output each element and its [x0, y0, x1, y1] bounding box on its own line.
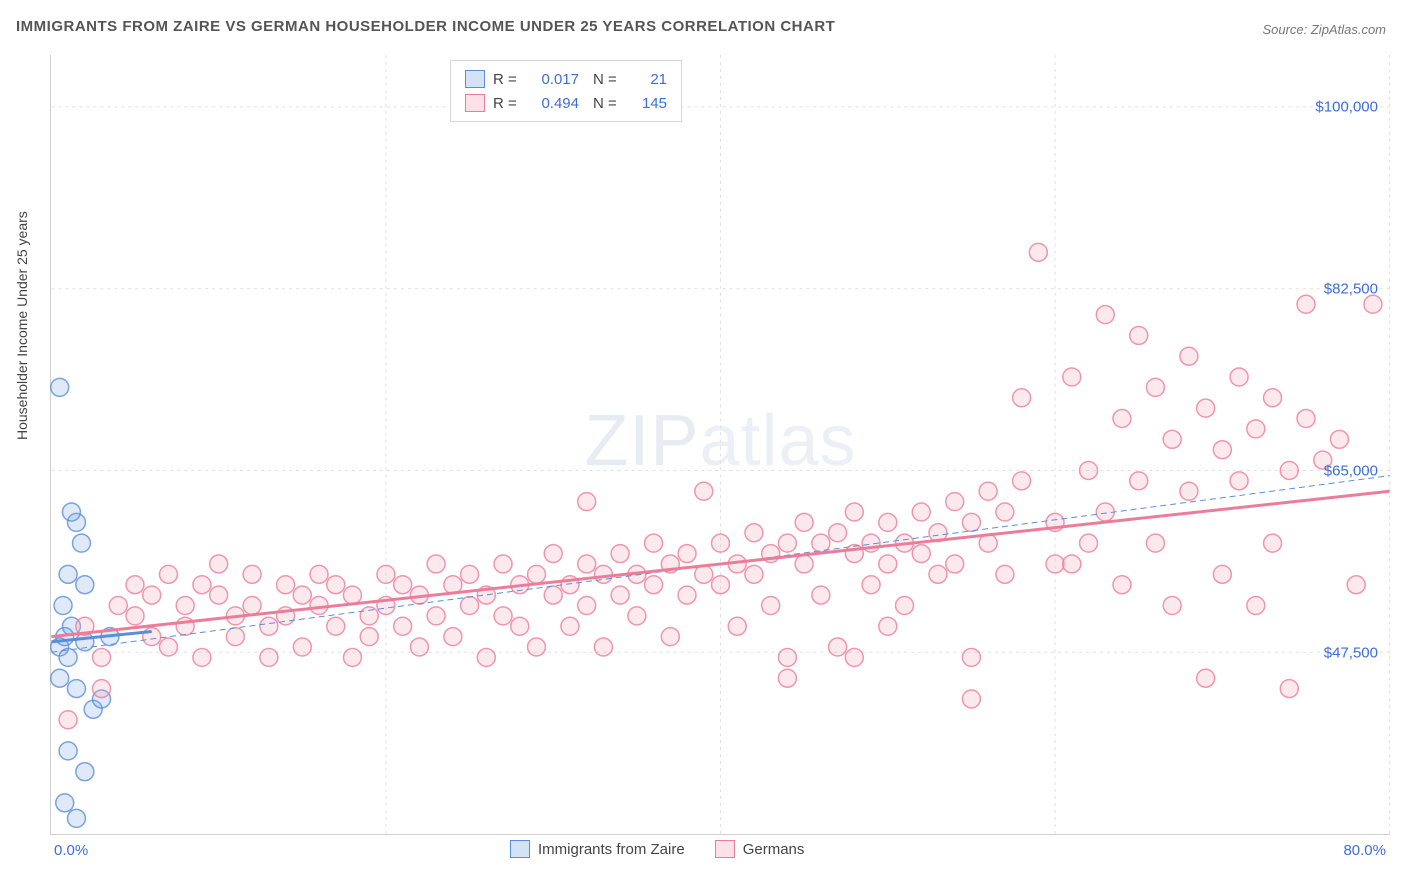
swatch-germans — [465, 94, 485, 112]
legend-r-label: R = — [493, 95, 523, 112]
legend-item-germans: Germans — [715, 840, 805, 858]
legend-n-germans: 145 — [631, 95, 667, 112]
source-attribution: Source: ZipAtlas.com — [1262, 22, 1386, 37]
legend-n-label: N = — [593, 95, 623, 112]
legend-label-zaire: Immigrants from Zaire — [538, 841, 685, 858]
legend-r-zaire: 0.017 — [531, 71, 579, 88]
chart-title: IMMIGRANTS FROM ZAIRE VS GERMAN HOUSEHOL… — [16, 18, 835, 35]
swatch-germans — [715, 840, 735, 858]
legend-n-zaire: 21 — [631, 71, 667, 88]
series-legend: Immigrants from Zaire Germans — [510, 840, 804, 858]
y-tick-label: $100,000 — [1315, 99, 1378, 116]
y-tick-label: $65,000 — [1324, 463, 1378, 480]
y-axis-label: Householder Income Under 25 years — [14, 211, 30, 440]
swatch-zaire — [510, 840, 530, 858]
legend-row-zaire: R = 0.017 N = 21 — [465, 67, 667, 91]
y-tick-label: $82,500 — [1324, 281, 1378, 298]
correlation-legend: R = 0.017 N = 21 R = 0.494 N = 145 — [450, 60, 682, 122]
legend-item-zaire: Immigrants from Zaire — [510, 840, 685, 858]
swatch-zaire — [465, 70, 485, 88]
x-axis-min-label: 0.0% — [54, 842, 88, 859]
legend-r-label: R = — [493, 71, 523, 88]
y-tick-label: $47,500 — [1324, 645, 1378, 662]
legend-r-germans: 0.494 — [531, 95, 579, 112]
legend-n-label: N = — [593, 71, 623, 88]
plot-area: ZIPatlas $47,500$65,000$82,500$100,000 — [50, 55, 1390, 835]
legend-label-germans: Germans — [743, 841, 805, 858]
x-axis-max-label: 80.0% — [1343, 842, 1386, 859]
legend-row-germans: R = 0.494 N = 145 — [465, 91, 667, 115]
chart-svg — [51, 55, 1390, 834]
